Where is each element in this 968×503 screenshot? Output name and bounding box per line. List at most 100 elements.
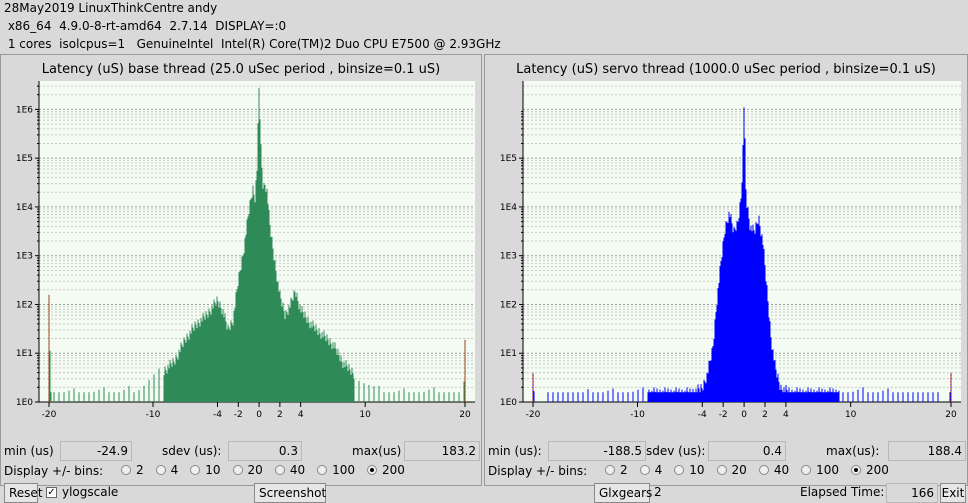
y-tick-label: 1E3 xyxy=(16,252,33,262)
x-tick-label: 4 xyxy=(298,410,304,417)
bins-radio-label: 40 xyxy=(289,463,306,477)
servo-min-label: min (us): xyxy=(488,444,542,458)
y-tick-label: 1E0 xyxy=(16,398,33,408)
servo-sdev-label: sdev (us): xyxy=(646,444,706,458)
servo-max-value: 188.4 xyxy=(888,441,966,461)
radio-dot-icon xyxy=(801,465,812,475)
x-tick-label: 2 xyxy=(762,410,768,417)
y-tick-label: 1E4 xyxy=(500,203,517,213)
base-min-value: -24.9 xyxy=(60,441,132,461)
bins-radio-label: 20 xyxy=(247,463,263,477)
y-tick-label: 1E2 xyxy=(500,300,517,310)
servo-max-label: max(us): xyxy=(826,444,880,458)
base-thread-panel: Latency (uS) base thread (25.0 uSec peri… xyxy=(0,54,482,486)
radio-dot-icon xyxy=(274,465,285,475)
host-info-line: 28May2019 LinuxThinkCentre andy xyxy=(4,1,218,15)
bins-radio-label: 200 xyxy=(866,463,889,477)
x-tick-label: -2 xyxy=(234,410,243,417)
servo-display-bins: Display +/- bins: 2 4 10 20 40 100 200 xyxy=(488,460,901,481)
cpu-info-line: 1 cores isolcpus=1 GenuineIntel Intel(R)… xyxy=(4,37,501,51)
bins-radio-label: 4 xyxy=(654,463,663,477)
bins-radio-2[interactable]: 2 xyxy=(120,460,144,480)
screenshot-button[interactable]: Screenshot xyxy=(254,483,326,503)
radio-dot-icon xyxy=(367,465,377,475)
chart-title: Latency (uS) base thread (25.0 uSec peri… xyxy=(42,62,440,77)
glxgears-count: 2 xyxy=(654,485,662,499)
bins-radio-100[interactable]: 100 xyxy=(801,460,839,480)
bins-radio-4[interactable]: 4 xyxy=(155,460,179,480)
x-tick-label: -4 xyxy=(698,410,707,417)
y-tick-label: 1E5 xyxy=(500,154,517,164)
base-sdev-label: sdev (us): xyxy=(162,444,222,458)
bins-radio-200[interactable]: 200 xyxy=(367,460,405,480)
radio-dot-icon xyxy=(604,465,615,475)
radio-dot-icon xyxy=(232,465,243,475)
elapsed-time-label: Elapsed Time: xyxy=(800,485,885,499)
elapsed-time-value: 166 xyxy=(886,483,938,503)
x-tick-label: 10 xyxy=(359,410,371,417)
radio-dot-icon xyxy=(190,465,201,475)
radio-dot-icon xyxy=(758,465,769,475)
x-tick-label: -4 xyxy=(213,410,222,417)
bins-radio-label: 2 xyxy=(135,463,144,477)
bins-radio-20[interactable]: 20 xyxy=(716,460,747,480)
chart-title: Latency (uS) servo thread (1000.0 uSec p… xyxy=(516,62,936,77)
radio-dot-icon xyxy=(317,465,328,475)
bins-radio-200[interactable]: 200 xyxy=(851,460,889,480)
bins-radio-label: 2 xyxy=(619,463,628,477)
y-tick-label: 1E5 xyxy=(16,154,33,164)
servo-sdev-value: 0.4 xyxy=(708,441,786,461)
bins-radio-label: 40 xyxy=(773,463,790,477)
y-tick-label: 1E2 xyxy=(16,300,33,310)
bins-radio-label: 20 xyxy=(731,463,747,477)
servo-display-bins-label: Display +/- bins: xyxy=(488,464,588,478)
base-display-bins-label: Display +/- bins: xyxy=(4,464,104,478)
bins-radio-label: 200 xyxy=(382,463,405,477)
y-tick-label: 1E6 xyxy=(16,105,33,115)
y-tick-label: 1E3 xyxy=(500,252,517,262)
base-display-bins: Display +/- bins: 2 4 10 20 40 100 200 xyxy=(4,460,417,481)
radio-dot-icon xyxy=(120,465,131,475)
base-max-value: 183.2 xyxy=(404,441,480,461)
reset-button[interactable]: Reset xyxy=(4,483,43,503)
servo-min-value: -188.5 xyxy=(548,441,646,461)
bins-radio-10[interactable]: 10 xyxy=(190,460,221,480)
base-min-label: min (us) xyxy=(4,444,54,458)
x-tick-label: -10 xyxy=(146,410,161,417)
servo-thread-panel: Latency (uS) servo thread (1000.0 uSec p… xyxy=(484,54,968,486)
bins-radio-4[interactable]: 4 xyxy=(639,460,663,480)
bins-radio-20[interactable]: 20 xyxy=(232,460,263,480)
x-tick-label: -20 xyxy=(526,410,541,417)
bins-radio-label: 100 xyxy=(816,463,839,477)
y-tick-label: 1E4 xyxy=(16,203,33,213)
x-tick-label: 0 xyxy=(256,410,262,417)
x-tick-label: 20 xyxy=(945,410,957,417)
bins-radio-label: 10 xyxy=(689,463,705,477)
y-tick-label: 1E1 xyxy=(16,349,33,359)
radio-dot-icon xyxy=(639,465,650,475)
kernel-info-line: x86_64 4.9.0-8-rt-amd64 2.7.14 DISPLAY=:… xyxy=(4,19,287,33)
radio-dot-icon xyxy=(155,465,166,475)
bins-radio-2[interactable]: 2 xyxy=(604,460,628,480)
x-tick-label: -20 xyxy=(42,410,57,417)
ylogscale-checkbox[interactable]: ✓ xyxy=(46,487,57,498)
ylogscale-label: ylogscale xyxy=(62,485,119,499)
bins-radio-40[interactable]: 40 xyxy=(758,460,790,480)
x-tick-label: -2 xyxy=(719,410,728,417)
bins-radio-label: 100 xyxy=(332,463,355,477)
radio-dot-icon xyxy=(716,465,727,475)
glxgears-button[interactable]: Glxgears xyxy=(594,483,652,503)
bins-radio-10[interactable]: 10 xyxy=(674,460,705,480)
x-tick-label: 0 xyxy=(741,410,747,417)
bins-radio-100[interactable]: 100 xyxy=(317,460,355,480)
base-max-label: max(us) xyxy=(352,444,402,458)
base-thread-histogram: Latency (uS) base thread (25.0 uSec peri… xyxy=(16,62,475,417)
x-tick-label: 10 xyxy=(845,410,857,417)
x-tick-label: 4 xyxy=(783,410,789,417)
x-tick-label: 2 xyxy=(277,410,283,417)
exit-button[interactable]: Exit xyxy=(940,483,966,503)
radio-dot-icon xyxy=(674,465,685,475)
bins-radio-label: 4 xyxy=(170,463,179,477)
x-tick-label: -10 xyxy=(630,410,645,417)
bins-radio-40[interactable]: 40 xyxy=(274,460,306,480)
